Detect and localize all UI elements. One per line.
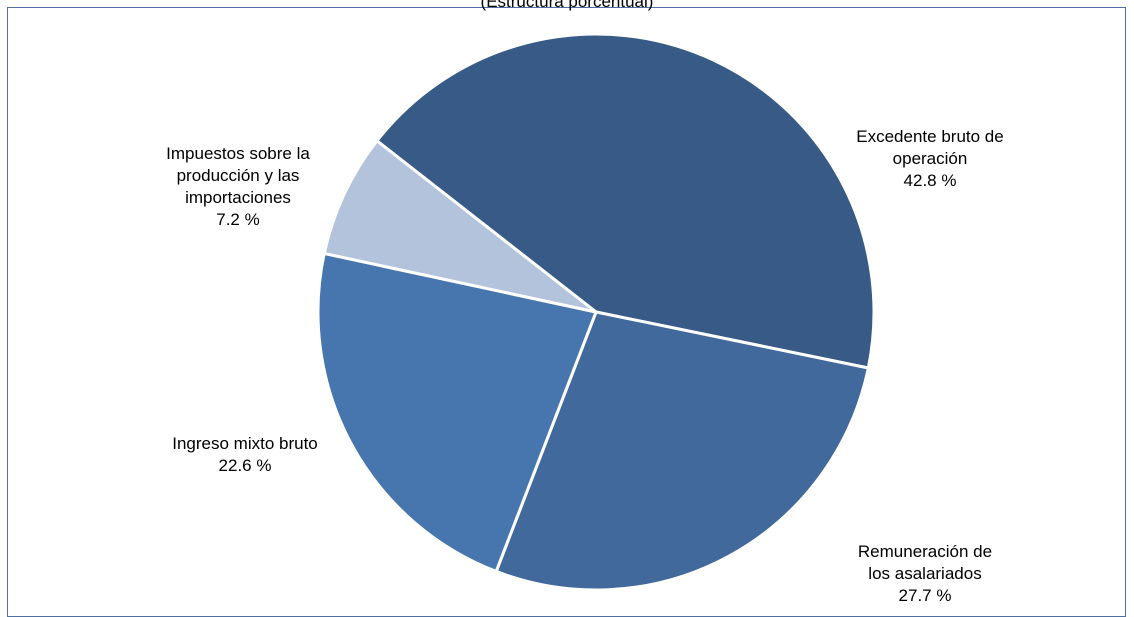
slice-remuneracion — [494, 310, 870, 592]
pie-chart — [316, 32, 876, 592]
slice-label-excedente: Excedente bruto de operación 42.8 % — [856, 127, 1004, 190]
chart-title: (Estructura porcentual) — [480, 0, 654, 11]
slice-label-remuneracion: Remuneración de los asalariados 27.7 % — [857, 542, 993, 605]
slice-label-ingreso-mixto: Ingreso mixto bruto 22.6 % — [172, 434, 318, 475]
slice-excedente-bruto — [375, 32, 876, 370]
slice-impuestos — [322, 139, 598, 314]
slice-ingreso-mixto — [316, 251, 598, 573]
slice-label-impuestos: Impuestos sobre la producción y las impo… — [166, 144, 310, 229]
